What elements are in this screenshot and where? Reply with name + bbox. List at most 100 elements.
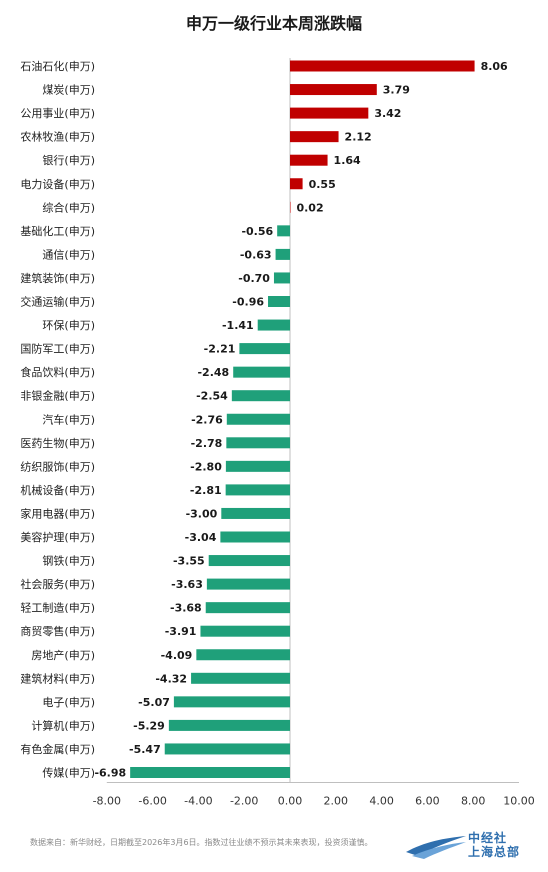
category-label: 国防军工(申万) bbox=[20, 342, 95, 356]
category-label: 家用电器(申万) bbox=[20, 506, 95, 520]
bar bbox=[196, 649, 290, 661]
bar bbox=[290, 178, 303, 190]
category-label: 轻工制造(申万) bbox=[20, 601, 95, 615]
data-label: -2.78 bbox=[191, 437, 223, 450]
category-label: 非银金融(申万) bbox=[20, 389, 95, 403]
data-label: -3.91 bbox=[165, 625, 197, 638]
data-label: -0.96 bbox=[232, 296, 264, 309]
bar bbox=[225, 460, 290, 472]
category-label: 农林牧渔(申万) bbox=[20, 130, 95, 144]
bar bbox=[290, 84, 377, 96]
category-label: 医药生物(申万) bbox=[20, 436, 95, 450]
data-label: 0.55 bbox=[309, 178, 336, 191]
category-label: 石油石化(申万) bbox=[20, 59, 95, 73]
category-label: 房地产(申万) bbox=[31, 648, 95, 662]
category-label: 基础化工(申万) bbox=[20, 224, 95, 238]
data-label: 3.79 bbox=[383, 84, 410, 97]
bar bbox=[275, 248, 290, 260]
x-tick-label: 2.00 bbox=[324, 795, 349, 808]
category-label: 银行(申万) bbox=[42, 153, 95, 167]
chart-title: 申万一级行业本周涨跌幅 bbox=[185, 14, 362, 33]
data-label: -4.32 bbox=[155, 672, 187, 685]
x-tick-label: 4.00 bbox=[369, 795, 394, 808]
category-label: 通信(申万) bbox=[42, 248, 95, 261]
bar bbox=[130, 767, 290, 778]
data-label: -5.47 bbox=[129, 743, 161, 756]
bar bbox=[277, 225, 290, 237]
x-tick-label: -8.00 bbox=[93, 795, 121, 808]
x-tick-label: -2.00 bbox=[230, 795, 258, 808]
x-tick-label: 0.00 bbox=[278, 795, 303, 808]
data-label: -2.54 bbox=[196, 390, 228, 403]
bar bbox=[257, 319, 290, 331]
category-label: 交通运输(申万) bbox=[20, 295, 95, 309]
data-label: -6.98 bbox=[94, 767, 126, 780]
data-label: 0.02 bbox=[296, 201, 323, 214]
category-label: 电力设备(申万) bbox=[20, 177, 95, 191]
bar bbox=[231, 390, 290, 402]
wing-logo-icon bbox=[406, 836, 466, 859]
category-label: 美容护理(申万) bbox=[20, 530, 95, 544]
bar bbox=[290, 154, 328, 166]
data-label: -4.09 bbox=[161, 649, 193, 662]
category-label: 建筑装饰(申万) bbox=[20, 271, 95, 285]
data-label: -3.63 bbox=[171, 578, 203, 591]
data-label: -5.29 bbox=[133, 719, 165, 732]
category-label: 社会服务(申万) bbox=[20, 577, 95, 591]
category-label: 计算机(申万) bbox=[31, 718, 95, 732]
x-tick-label: 10.00 bbox=[503, 795, 535, 808]
data-label: 2.12 bbox=[345, 131, 372, 144]
bar bbox=[233, 366, 290, 378]
data-label: 3.42 bbox=[374, 107, 401, 120]
bar bbox=[268, 296, 290, 307]
data-label: 1.64 bbox=[334, 154, 361, 167]
data-label: -0.63 bbox=[240, 248, 272, 261]
category-label: 钢铁(申万) bbox=[42, 555, 95, 568]
data-label: -5.07 bbox=[138, 696, 170, 709]
category-label: 煤炭(申万) bbox=[42, 84, 95, 97]
x-tick-label: 6.00 bbox=[415, 795, 440, 808]
bar bbox=[290, 60, 475, 72]
category-label: 商贸零售(申万) bbox=[20, 624, 95, 638]
bar bbox=[226, 413, 290, 425]
bar bbox=[273, 272, 290, 284]
x-tick-label: -4.00 bbox=[184, 795, 212, 808]
data-label: -2.76 bbox=[191, 413, 223, 426]
category-label: 建筑材料(申万) bbox=[20, 671, 95, 685]
bar bbox=[191, 672, 290, 684]
bar bbox=[220, 531, 290, 543]
data-label: -2.21 bbox=[204, 343, 236, 356]
bar bbox=[173, 696, 290, 708]
bar bbox=[200, 625, 290, 637]
category-label: 环保(申万) bbox=[42, 318, 95, 332]
bar bbox=[239, 343, 290, 355]
bar bbox=[208, 555, 290, 567]
footnote: 数据来自：新华财经，日期截至2026年3月6日。指数过往业绩不预示其未来表现，投… bbox=[30, 838, 373, 847]
bar bbox=[225, 484, 290, 496]
data-label: -2.81 bbox=[190, 484, 222, 497]
bar bbox=[226, 437, 290, 449]
x-tick-label: -6.00 bbox=[138, 795, 166, 808]
category-label: 传媒(申万) bbox=[42, 767, 95, 780]
data-label: -2.80 bbox=[190, 460, 222, 473]
bar bbox=[206, 578, 290, 590]
data-label: -3.00 bbox=[186, 507, 218, 520]
category-label: 有色金属(申万) bbox=[20, 742, 95, 756]
bar bbox=[168, 719, 290, 731]
x-tick-label: 8.00 bbox=[461, 795, 486, 808]
category-label: 综合(申万) bbox=[42, 200, 95, 214]
category-label: 电子(申万) bbox=[42, 696, 95, 709]
logo-name-line1: 中经社 bbox=[468, 831, 508, 845]
data-label: -2.48 bbox=[197, 366, 229, 379]
data-label: 8.06 bbox=[481, 60, 508, 73]
data-label: -0.56 bbox=[241, 225, 273, 238]
data-label: -0.70 bbox=[238, 272, 270, 285]
category-label: 机械设备(申万) bbox=[20, 483, 95, 497]
bar bbox=[164, 743, 290, 755]
data-label: -1.41 bbox=[222, 319, 254, 332]
category-label: 公用事业(申万) bbox=[20, 107, 95, 120]
category-label: 纺织服饰(申万) bbox=[20, 459, 95, 473]
category-label: 食品饮料(申万) bbox=[20, 365, 95, 379]
logo-name-line2: 上海总部 bbox=[468, 845, 521, 859]
